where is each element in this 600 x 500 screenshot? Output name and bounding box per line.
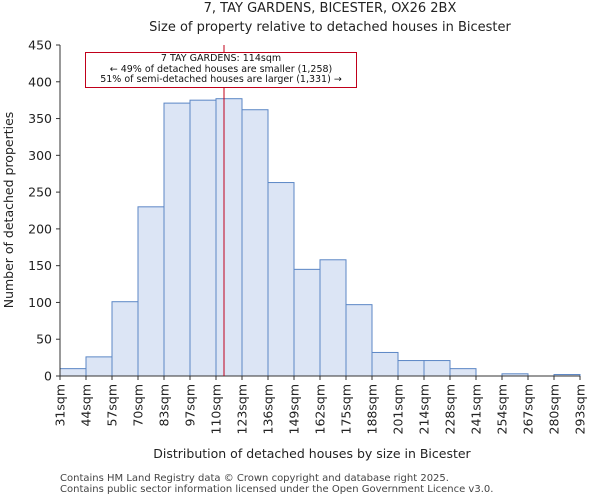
x-axis-label: Distribution of detached houses by size … — [153, 446, 471, 461]
footer-line-1: Contains HM Land Registry data © Crown c… — [60, 473, 449, 484]
x-tick-label: 214sqm — [417, 384, 432, 434]
histogram-bar — [267, 182, 295, 377]
x-tick-label: 293sqm — [573, 384, 588, 434]
y-tick-label: 400 — [28, 74, 52, 89]
x-tick-label: 254sqm — [495, 384, 510, 434]
x-tick-label: 83sqm — [157, 384, 172, 427]
annotation-line-2: ← 49% of detached houses are smaller (1,… — [109, 63, 333, 75]
x-tick-label: 70sqm — [131, 384, 146, 427]
x-tick-label: 97sqm — [183, 384, 198, 427]
histogram-bar — [215, 98, 243, 377]
x-tick-label: 175sqm — [339, 384, 354, 434]
x-tick-label: 267sqm — [521, 384, 536, 434]
histogram-bar — [85, 356, 113, 377]
histogram-bar — [111, 301, 139, 377]
x-tick-label: 201sqm — [391, 384, 406, 434]
y-tick-label: 0 — [44, 369, 52, 384]
y-axis-label: Number of detached properties — [1, 112, 16, 309]
y-tick-label: 200 — [28, 221, 52, 236]
x-tick-label: 228sqm — [443, 384, 458, 434]
histogram-bar — [163, 102, 191, 377]
annotation-line-3: 51% of semi-detached houses are larger (… — [100, 74, 342, 85]
histogram-bar — [319, 259, 347, 377]
annotation-box: 7 TAY GARDENS: 114sqm ← 49% of detached … — [85, 52, 357, 88]
y-tick-label: 450 — [28, 38, 52, 53]
x-tick-label: 280sqm — [547, 384, 562, 434]
footer-line-2: Contains public sector information licen… — [60, 484, 494, 495]
histogram-bar — [371, 351, 399, 377]
x-tick-label: 57sqm — [105, 384, 120, 427]
x-tick-label: 110sqm — [209, 384, 224, 434]
x-tick-label: 188sqm — [365, 384, 380, 434]
annotation-line-1: 7 TAY GARDENS: 114sqm — [160, 53, 282, 64]
x-tick-label: 241sqm — [469, 384, 484, 434]
x-tick-label: 44sqm — [79, 384, 94, 427]
chart-title: 7, TAY GARDENS, BICESTER, OX26 2BX — [204, 1, 457, 16]
x-tick-label: 31sqm — [53, 384, 68, 427]
y-tick-label: 50 — [36, 332, 52, 347]
histogram-bar — [59, 368, 87, 377]
chart-subtitle: Size of property relative to detached ho… — [149, 20, 511, 35]
y-tick-label: 300 — [28, 148, 52, 163]
histogram-bar — [449, 368, 477, 377]
histogram-bar — [345, 304, 373, 377]
histogram-bar — [293, 268, 321, 377]
y-tick-label: 350 — [28, 111, 52, 126]
x-tick-label: 136sqm — [261, 384, 276, 434]
x-tick-label: 123sqm — [235, 384, 250, 434]
x-tick-label: 149sqm — [287, 384, 302, 434]
histogram-bar — [423, 360, 451, 377]
histogram-bar — [241, 109, 269, 377]
histogram-bar — [189, 99, 217, 377]
y-tick-label: 250 — [28, 185, 52, 200]
x-tick-label: 162sqm — [313, 384, 328, 434]
y-tick-label: 100 — [28, 295, 52, 310]
histogram-bar — [137, 206, 165, 377]
y-tick-label: 150 — [28, 258, 52, 273]
histogram-bar — [397, 360, 425, 377]
